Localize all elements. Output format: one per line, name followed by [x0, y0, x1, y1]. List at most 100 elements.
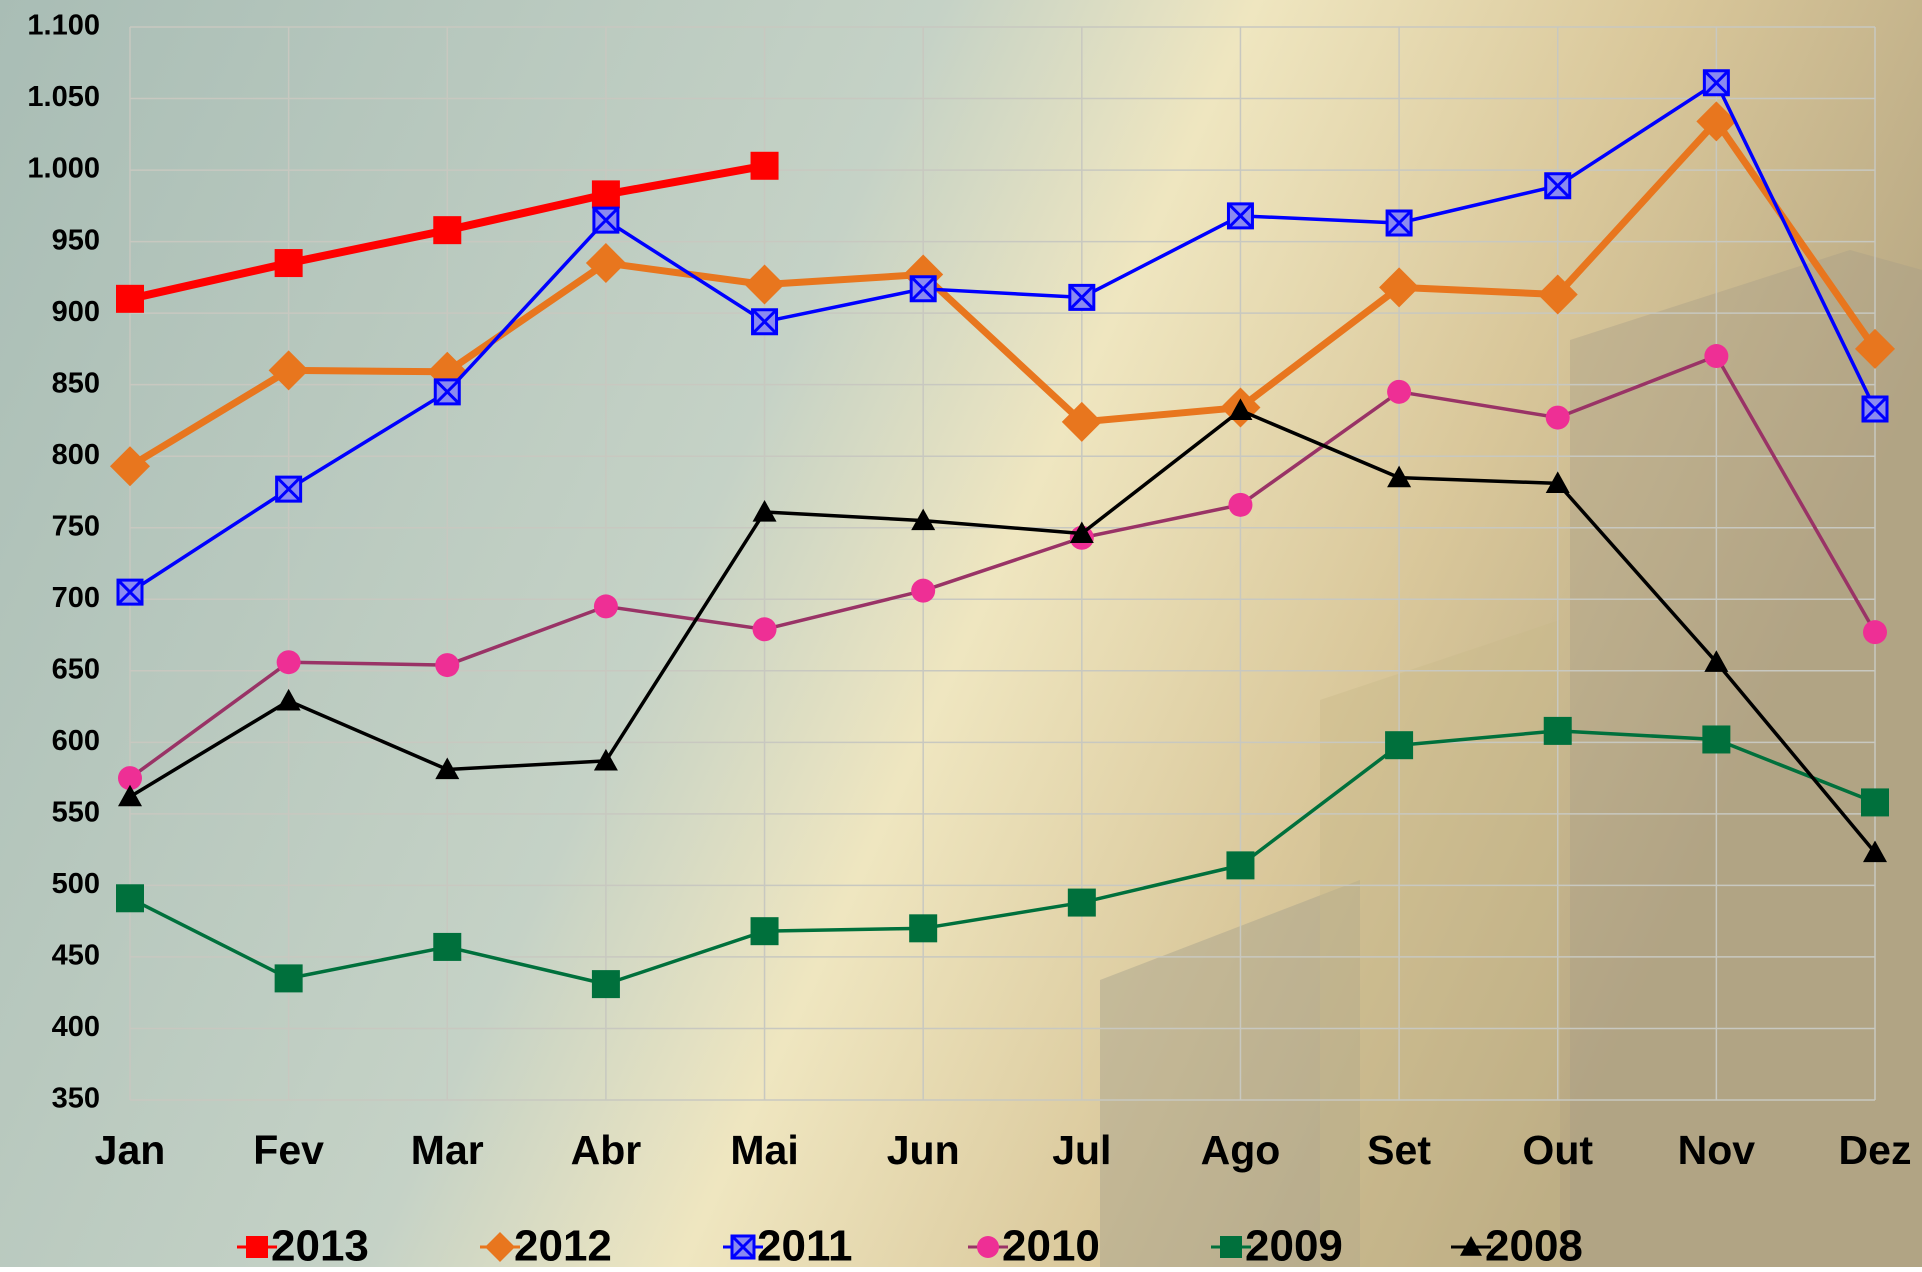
marker	[1537, 274, 1578, 315]
y-tick-label: 850	[52, 367, 100, 399]
marker	[1067, 888, 1096, 917]
marker	[1704, 344, 1729, 369]
series-line	[129, 81, 1877, 594]
marker	[585, 243, 626, 284]
marker	[1861, 788, 1889, 817]
marker	[1061, 401, 1102, 442]
marker	[118, 766, 142, 791]
marker	[1387, 465, 1412, 488]
background-shape	[1320, 620, 1560, 1267]
legend-label: 2010	[1002, 1222, 1100, 1267]
marker	[1068, 283, 1096, 311]
x-tick-label: Abr	[571, 1127, 642, 1173]
legend-label: 2013	[271, 1222, 369, 1267]
marker	[592, 206, 620, 234]
y-tick-label: 350	[52, 1083, 100, 1115]
legend-label: 2009	[1245, 1222, 1343, 1267]
y-tick-label: 400	[52, 1011, 100, 1043]
marker	[1460, 1236, 1482, 1256]
series	[118, 398, 1887, 863]
legend-label: 2012	[514, 1222, 612, 1267]
y-tick-label: 800	[52, 439, 100, 471]
marker	[977, 1236, 999, 1258]
y-tick-label: 1.050	[27, 81, 100, 113]
marker	[1385, 731, 1414, 760]
marker	[274, 249, 303, 278]
grid: 350 400 450 500 550 600 650 700 750 800 850 900 950 1…	[27, 10, 1911, 1173]
marker	[1226, 851, 1255, 880]
legend-label: 2008	[1485, 1222, 1583, 1267]
marker	[1385, 209, 1413, 237]
x-tick-label: Mai	[730, 1127, 798, 1173]
marker	[268, 350, 309, 391]
marker	[750, 151, 779, 180]
series	[116, 69, 1889, 606]
marker	[752, 617, 777, 642]
marker	[909, 914, 938, 943]
marker	[1544, 172, 1572, 200]
x-tick-label: Set	[1367, 1127, 1431, 1173]
marker	[116, 884, 144, 913]
y-tick-label: 750	[52, 510, 100, 542]
marker	[591, 180, 620, 209]
legend: 2013 2012 2011 2010 2009 2008	[237, 1222, 1583, 1271]
marker	[1696, 101, 1737, 142]
marker	[1228, 492, 1253, 517]
marker	[276, 650, 301, 675]
marker	[1861, 395, 1889, 423]
marker	[110, 446, 150, 487]
y-tick-label: 600	[52, 725, 100, 757]
marker	[1220, 1236, 1242, 1258]
series	[110, 101, 1895, 487]
x-tick-label: Fev	[253, 1127, 324, 1173]
marker	[246, 1236, 268, 1258]
marker	[1863, 840, 1887, 863]
x-tick-label: Ago	[1201, 1127, 1281, 1173]
series-line	[128, 117, 1878, 470]
marker	[1855, 328, 1895, 369]
marker	[1226, 202, 1254, 230]
series-line	[129, 729, 1876, 986]
series-line	[128, 354, 1877, 780]
x-tick-label: Nov	[1678, 1127, 1756, 1173]
background-shape	[1570, 250, 1922, 1267]
marker	[433, 932, 462, 961]
marker	[485, 1232, 515, 1262]
x-tick-label: Dez	[1839, 1127, 1912, 1173]
marker	[1702, 725, 1731, 754]
marker	[1379, 267, 1420, 308]
marker	[593, 748, 618, 771]
marker	[276, 688, 301, 711]
x-tick-label: Mar	[411, 1127, 484, 1173]
marker	[1704, 650, 1729, 672]
series	[118, 344, 1887, 791]
x-tick-label: Jul	[1052, 1127, 1111, 1173]
marker	[275, 475, 303, 503]
marker	[911, 578, 936, 603]
y-tick-label: 950	[52, 224, 100, 256]
marker	[274, 964, 303, 993]
marker	[752, 499, 777, 522]
y-tick-label: 700	[52, 582, 100, 614]
x-tick-label: Out	[1522, 1127, 1593, 1173]
series	[116, 151, 779, 313]
y-tick-label: 900	[52, 296, 100, 328]
marker	[116, 578, 144, 606]
marker	[433, 378, 461, 406]
marker	[1387, 379, 1412, 404]
marker	[911, 508, 936, 531]
series	[116, 716, 1889, 999]
x-tick-label: Jun	[887, 1127, 960, 1173]
marker	[1069, 521, 1094, 544]
y-tick-label: 450	[52, 940, 100, 972]
marker	[435, 653, 460, 678]
marker	[1545, 405, 1570, 430]
y-tick-label: 650	[52, 653, 100, 685]
series-layer	[110, 69, 1895, 999]
marker	[1228, 398, 1253, 421]
marker	[591, 970, 620, 999]
legend-label: 2011	[757, 1222, 852, 1267]
